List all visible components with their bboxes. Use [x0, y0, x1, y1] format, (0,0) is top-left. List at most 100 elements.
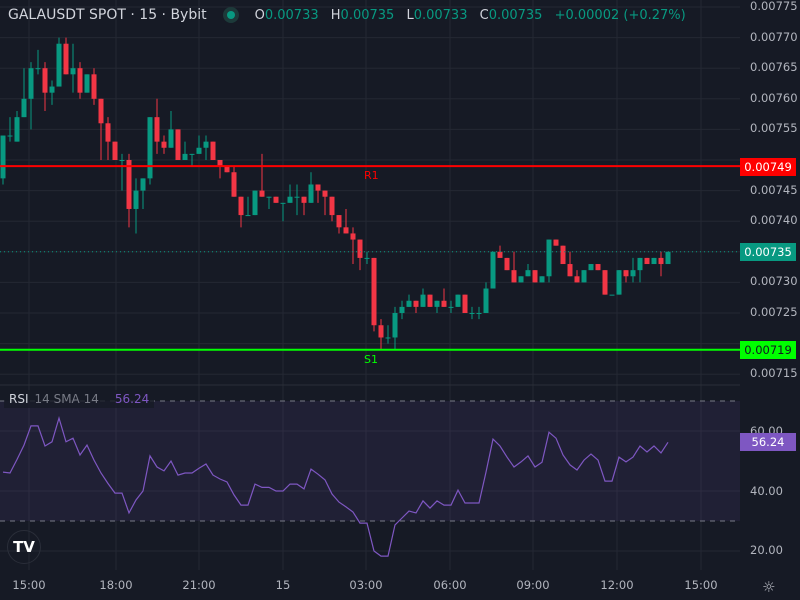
candle [588, 264, 594, 271]
candle-body [91, 74, 97, 99]
candle-body [294, 196, 300, 198]
candle-body [399, 306, 405, 313]
candle-body [567, 264, 573, 277]
candle [287, 184, 293, 203]
candle-body [371, 257, 377, 326]
time-axis-label: 21:00 [182, 578, 216, 592]
candle [238, 196, 244, 228]
candle [644, 257, 650, 265]
candle-body [147, 117, 153, 179]
symbol-legend: GALAUSDT SPOT · 15 · Bybit O0.00733 H0.0… [8, 7, 686, 23]
candle [98, 98, 104, 160]
ohlc-values: O0.00733 H0.00735 L0.00733 C0.00735 +0.0… [255, 8, 686, 23]
time-axis-label: 09:00 [516, 578, 550, 592]
candle [392, 306, 398, 350]
time-axis-label: 15:00 [684, 578, 718, 592]
candle-body [42, 68, 48, 93]
candle-body [231, 172, 237, 197]
candle-body [112, 141, 118, 160]
candle [385, 325, 391, 344]
candle-body [224, 166, 230, 173]
candle-body [357, 239, 363, 258]
time-axis-label: 06:00 [433, 578, 467, 592]
candle [42, 62, 48, 112]
price-axis-label: 0.00715 [750, 366, 798, 381]
rsi-name: RSI [9, 392, 29, 406]
candle [518, 276, 524, 283]
symbol-title[interactable]: GALAUSDT SPOT · 15 · Bybit [8, 7, 207, 23]
candle [504, 257, 510, 271]
candle [462, 294, 468, 313]
candle [189, 153, 195, 167]
price-axis-label: 0.00770 [750, 29, 798, 44]
candle [126, 153, 132, 228]
candle [266, 196, 272, 209]
rsi-axis-label: 40.00 [750, 484, 783, 498]
open-value: 0.00733 [264, 7, 319, 23]
candle-body [203, 141, 209, 148]
candle-body [84, 74, 90, 93]
candle [21, 68, 27, 118]
candle-body [406, 300, 412, 307]
candle [84, 74, 90, 93]
candle [259, 153, 265, 197]
theme-toggle-sun-icon[interactable]: ☼ [762, 578, 776, 596]
candle [378, 319, 384, 350]
candle-body [56, 43, 62, 87]
price-axis-label: 0.00775 [750, 0, 798, 13]
candle [308, 172, 314, 203]
candle-body [252, 190, 258, 216]
candle [651, 257, 657, 265]
candle-body [518, 276, 524, 283]
candle-body [364, 257, 370, 259]
candle-body [434, 300, 440, 307]
candle [413, 300, 419, 313]
price-axis-label: 0.00765 [750, 60, 798, 75]
candle-body [196, 147, 202, 154]
price-axis-label: 0.00745 [750, 182, 798, 197]
candle-body [287, 196, 293, 203]
s1-label: S1 [364, 353, 378, 366]
candle [252, 190, 258, 216]
candle-body [448, 306, 454, 308]
candle-body [140, 178, 146, 191]
candle-body [336, 215, 342, 228]
tradingview-logo-icon[interactable]: TV [7, 530, 41, 564]
candle-body [553, 239, 559, 246]
candle [371, 257, 377, 332]
candle-body [126, 160, 132, 209]
candle [301, 196, 307, 216]
candle [630, 257, 636, 283]
candle-body [133, 190, 139, 209]
candle-body [441, 300, 447, 307]
candle [567, 251, 573, 277]
rsi-params: 14 SMA 14 [34, 392, 99, 406]
candle [0, 135, 6, 185]
rsi-band-fill [0, 401, 740, 521]
candle [224, 166, 230, 173]
candle-body [574, 276, 580, 283]
candle [119, 153, 125, 191]
candle [280, 202, 286, 222]
candle [476, 306, 482, 320]
candle [273, 196, 279, 203]
candle-body [77, 68, 83, 93]
candle-body [581, 270, 587, 283]
candle-body [413, 300, 419, 307]
candle-body [476, 313, 482, 314]
candle [602, 270, 608, 295]
candle-body [49, 86, 55, 93]
candle-body [238, 196, 244, 216]
open-label: O [254, 7, 265, 23]
rsi-legend[interactable]: RSI 14 SMA 14 56.24 [4, 390, 155, 408]
candle-body [175, 129, 181, 160]
candle-body [98, 98, 104, 124]
candle-body [644, 257, 650, 265]
candle-body [189, 153, 195, 155]
candle [546, 239, 552, 283]
candle [63, 37, 69, 75]
candle-body [609, 294, 615, 296]
time-axis-label: 18:00 [99, 578, 133, 592]
candle [336, 215, 342, 234]
